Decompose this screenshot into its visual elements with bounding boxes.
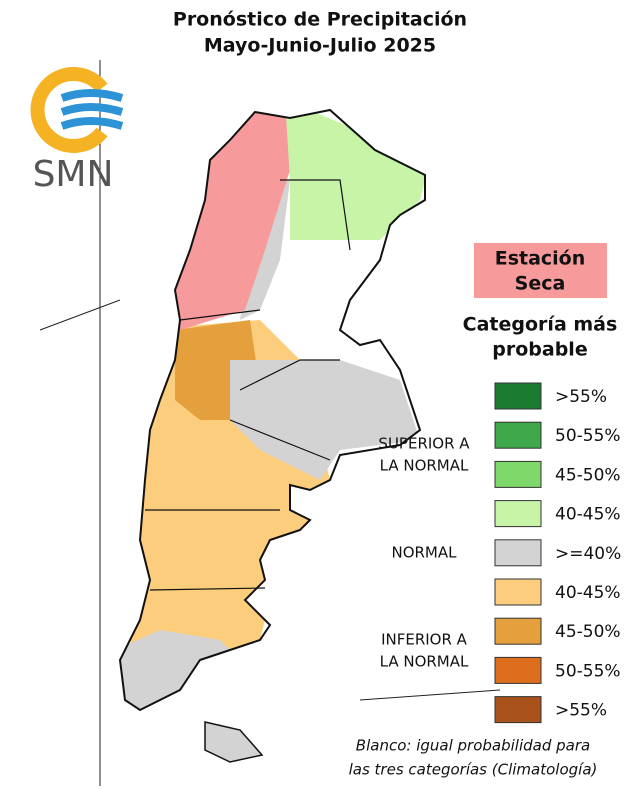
legend-label: >=40%	[555, 544, 621, 564]
legend-title: probable	[492, 339, 587, 361]
logo-text: SMN	[33, 154, 114, 195]
legend-title: Categoría más	[463, 314, 618, 336]
title: Pronóstico de Precipitación	[173, 9, 467, 31]
group-label: LA NORMAL	[380, 456, 469, 474]
group-label: SUPERIOR A	[378, 434, 470, 452]
legend-swatch	[494, 656, 542, 684]
legend-swatch	[494, 539, 542, 567]
legend-label: 45-50%	[555, 465, 621, 485]
legend-label: 45-50%	[555, 622, 621, 642]
legend-swatch	[494, 382, 542, 410]
title: Mayo-Junio-Julio 2025	[204, 35, 436, 57]
logo: SMN	[30, 67, 124, 195]
legend-swatch	[494, 617, 542, 645]
legend-label: >55%	[555, 701, 607, 721]
legend-label: 40-45%	[555, 583, 621, 603]
legend-swatch	[494, 696, 542, 724]
group-label: LA NORMAL	[380, 652, 469, 670]
legend-label: 40-45%	[555, 505, 621, 525]
group-label: INFERIOR A	[381, 630, 468, 648]
legend-swatch	[494, 500, 542, 528]
legend-label: 50-55%	[555, 661, 621, 681]
legend-label: >55%	[555, 387, 607, 407]
footnote: las tres categorías (Climatología)	[349, 761, 598, 779]
group-label: NORMAL	[391, 543, 457, 561]
legend-label: 50-55%	[555, 426, 621, 446]
badge-text: Estación	[495, 248, 586, 270]
legend-swatch	[494, 421, 542, 449]
legend-swatch	[494, 460, 542, 488]
legend-swatch	[494, 578, 542, 606]
legend: >55% 50-55% 45-50% 40-45% SUPERIOR A LA NORMA…	[378, 382, 621, 724]
badge	[474, 243, 607, 298]
badge-text: Seca	[515, 273, 566, 295]
footnote: Blanco: igual probabilidad para	[356, 737, 590, 755]
